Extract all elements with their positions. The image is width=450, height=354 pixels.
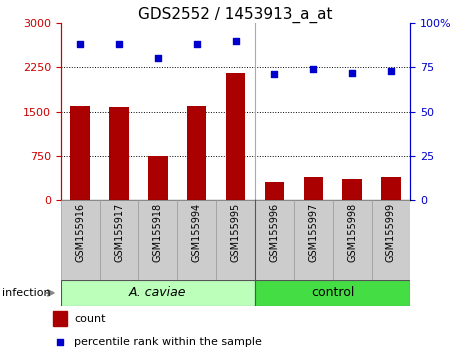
Bar — [99, 200, 139, 280]
Bar — [342, 179, 362, 200]
Text: percentile rank within the sample: percentile rank within the sample — [74, 337, 262, 347]
Text: A. caviae: A. caviae — [129, 286, 187, 299]
Point — [387, 68, 395, 74]
Bar — [304, 177, 323, 200]
Bar — [61, 280, 255, 306]
Bar — [109, 107, 129, 200]
Bar — [187, 106, 207, 200]
Title: GDS2552 / 1453913_a_at: GDS2552 / 1453913_a_at — [138, 7, 333, 23]
Text: GSM155996: GSM155996 — [270, 202, 279, 262]
Point — [76, 41, 84, 47]
Bar — [61, 200, 99, 280]
Text: GSM155999: GSM155999 — [386, 202, 396, 262]
Bar — [381, 177, 400, 200]
Bar — [294, 200, 333, 280]
Point — [154, 56, 162, 61]
Bar — [148, 156, 167, 200]
Text: GSM155995: GSM155995 — [230, 202, 241, 262]
Text: GSM155994: GSM155994 — [192, 202, 202, 262]
Text: GSM155918: GSM155918 — [153, 202, 163, 262]
Bar — [226, 73, 245, 200]
Bar — [216, 200, 255, 280]
Bar — [372, 200, 410, 280]
Bar — [255, 200, 294, 280]
Bar — [255, 280, 410, 306]
Text: control: control — [311, 286, 355, 299]
Text: GSM155998: GSM155998 — [347, 202, 357, 262]
Text: infection: infection — [2, 288, 51, 298]
Text: GSM155917: GSM155917 — [114, 202, 124, 262]
Bar — [265, 182, 284, 200]
Point — [193, 41, 200, 47]
Text: count: count — [74, 314, 105, 324]
Point — [271, 72, 278, 77]
Text: GSM155997: GSM155997 — [308, 202, 318, 262]
Bar — [71, 105, 90, 200]
Bar — [177, 200, 216, 280]
Text: GSM155916: GSM155916 — [75, 202, 85, 262]
Point — [56, 339, 63, 345]
Bar — [333, 200, 372, 280]
Point — [115, 41, 122, 47]
Point — [348, 70, 356, 75]
Point — [232, 38, 239, 44]
Bar — [139, 200, 177, 280]
Point — [310, 66, 317, 72]
Bar — [53, 311, 67, 326]
